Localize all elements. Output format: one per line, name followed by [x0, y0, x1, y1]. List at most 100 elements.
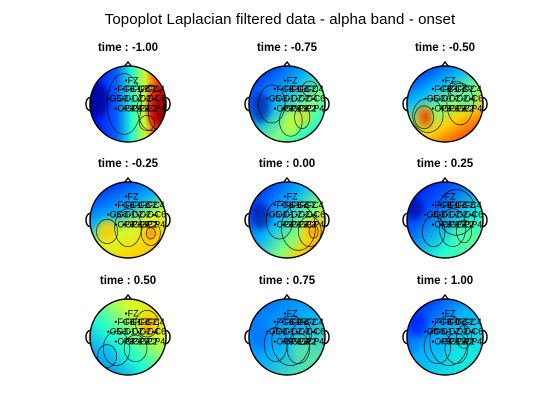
electrode-marker — [462, 340, 465, 343]
electrode-marker — [442, 195, 445, 198]
electrode-label: CP2 — [299, 337, 317, 347]
electrode-marker — [136, 97, 139, 100]
electrode-marker — [304, 340, 307, 343]
head-outline — [406, 181, 484, 259]
electrode-marker — [431, 320, 434, 323]
electrode-marker — [296, 87, 299, 90]
electrode-marker — [462, 107, 465, 110]
electrode-marker — [442, 312, 445, 315]
electrode-marker — [129, 223, 133, 226]
electrode-marker — [137, 203, 140, 206]
head-outline — [89, 181, 167, 259]
electrode-label: FC4 — [465, 317, 482, 327]
scalp-map: FZFC3FC1FCZFC2FC4C5C3C1CZC2C4C6CP3CP1CPZ… — [402, 176, 488, 259]
panel-time-label: time : 1.00 — [416, 275, 474, 287]
electrode-marker — [461, 213, 464, 216]
electrode-marker — [296, 320, 299, 323]
electrode-label: FCZ — [450, 84, 468, 94]
electrode-label: C6 — [314, 327, 326, 337]
left-ear — [244, 212, 251, 228]
electrode-marker — [151, 97, 155, 100]
electrode-marker — [295, 330, 298, 333]
electrode-label: FZ — [128, 308, 139, 318]
electrode-label: CP1 — [442, 220, 460, 230]
electrode-label: CPZ — [450, 220, 469, 230]
electrode-label: CP3 — [434, 220, 452, 230]
electrode-label: FC3 — [434, 317, 451, 327]
electrode-label: FCZ — [133, 84, 151, 94]
electrode-marker — [431, 203, 434, 206]
electrode-marker — [303, 97, 306, 100]
nose — [440, 293, 450, 301]
electrode-marker — [304, 223, 307, 226]
electrode-marker — [136, 213, 139, 216]
right-ear — [481, 329, 488, 345]
potential-field — [249, 299, 325, 375]
electrode-marker — [272, 330, 276, 333]
electrode-marker — [273, 107, 276, 110]
electrode-label: CP1 — [125, 220, 143, 230]
electrode-marker — [468, 330, 472, 333]
electrode-label: CP3 — [434, 337, 452, 347]
electrode-marker — [114, 107, 117, 110]
electrode-marker — [439, 107, 442, 110]
scalp-map: FZFC3FC1FCZFC2FC4C5C3C1CZC2C4C6CP3CP1CPZ… — [402, 293, 488, 376]
electrode-marker — [304, 87, 307, 90]
electrode-label: C6 — [155, 94, 167, 104]
electrode-label: FC3 — [117, 84, 134, 94]
head-outline — [248, 65, 326, 143]
electrode-marker — [454, 320, 457, 323]
electrode-label: CP2 — [140, 104, 158, 114]
electrode-label: CP4 — [465, 104, 483, 114]
potential-field — [90, 182, 166, 258]
electrode-marker — [461, 97, 464, 100]
head-outline — [406, 298, 484, 376]
electrode-label: FC1 — [442, 200, 459, 210]
electrode-marker — [431, 87, 434, 90]
electrode-label: C6 — [314, 94, 326, 104]
electrode-marker — [273, 223, 276, 226]
electrode-marker — [281, 107, 284, 110]
left-ear — [85, 329, 92, 345]
electrode-label: CP2 — [457, 337, 475, 347]
electrode-marker — [266, 330, 269, 333]
electrode-label: CPZ — [133, 220, 152, 230]
electrode-marker — [439, 203, 442, 206]
electrode-marker — [121, 213, 124, 216]
electrode-label: CP1 — [125, 104, 143, 114]
electrode-marker — [288, 223, 292, 226]
electrode-label: FC3 — [117, 317, 134, 327]
electrode-marker — [129, 203, 133, 206]
panel-time-label: time : -1.00 — [97, 42, 159, 54]
electrode-label: CP1 — [284, 220, 302, 230]
electrode-label: FC1 — [284, 200, 301, 210]
electrode-marker — [304, 320, 307, 323]
electrode-marker — [129, 340, 133, 343]
electrode-label: FC4 — [307, 84, 324, 94]
nose — [440, 176, 450, 184]
head-outline — [248, 181, 326, 259]
electrode-marker — [151, 213, 155, 216]
scalp-map: FZFC3FC1FCZFC2FC4C5C3C1CZC2C4C6CP3CP1CPZ… — [85, 293, 171, 376]
right-ear — [164, 329, 171, 345]
electrode-marker — [280, 213, 283, 216]
nose — [123, 293, 133, 301]
electrode-marker — [125, 312, 128, 315]
electrode-marker — [284, 312, 287, 315]
scalp-map: FZFC3FC1FCZFC2FC4C5C3C1CZC2C4C6CP3CP1CPZ… — [244, 293, 330, 376]
electrode-marker — [296, 340, 299, 343]
electrode-marker — [122, 203, 125, 206]
electrode-label: FZ — [287, 191, 298, 201]
electrode-label: CP3 — [276, 220, 294, 230]
panel-time-label: time : 0.00 — [258, 158, 316, 170]
electrode-marker — [442, 79, 445, 82]
electrode-label: FC3 — [276, 84, 293, 94]
nose — [282, 176, 292, 184]
electrode-label: FCZ — [450, 317, 468, 327]
electrode-marker — [439, 320, 442, 323]
electrode-marker — [114, 203, 117, 206]
electrode-marker — [453, 330, 456, 333]
electrode-marker — [129, 87, 133, 90]
electrode-marker — [137, 87, 140, 90]
electrode-label: C6 — [314, 210, 326, 220]
